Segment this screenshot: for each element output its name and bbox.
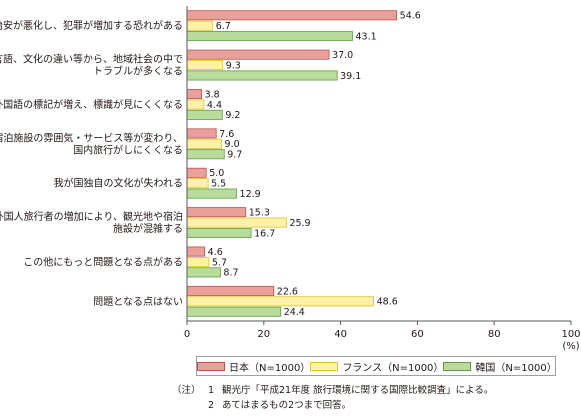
bar-value-label: 9.7 [227, 150, 242, 161]
bar-value-label: 48.6 [377, 297, 398, 308]
bar-value-label: 22.6 [277, 286, 298, 297]
bar-value-label: 5.0 [209, 168, 224, 179]
category-label: 外国人旅行者の増加により、観光地や宿泊 [0, 210, 183, 223]
legend-swatch-korea [443, 361, 472, 371]
bar-value-label: 54.6 [400, 11, 421, 22]
legend-label-japan: 日本（N=1000） [229, 362, 311, 374]
category-label: この他にもっと問題となる点がある [23, 255, 183, 268]
bar [186, 306, 282, 317]
bar [186, 227, 252, 238]
category-label: トラブルが多くなる [93, 65, 183, 78]
bar-value-label: 37.0 [332, 50, 353, 61]
bar [186, 267, 221, 278]
legend-item-japan: 日本（N=1000） [197, 359, 310, 374]
category-label: 問題となる点はない [93, 296, 183, 308]
bar-value-label: 4.4 [207, 100, 222, 111]
bar [186, 285, 275, 296]
bar [186, 70, 338, 81]
bar-value-label: 9.0 [225, 139, 240, 150]
category-label: 国内旅行がしにくくなる [73, 143, 183, 156]
footnote-text: あてはまるもの2つまで回答。 [222, 400, 352, 411]
footnote-text: 観光庁「平成21年度 旅行環境に関する国際比較調査」による。 [222, 385, 494, 396]
x-tick-label: 100 [561, 329, 580, 340]
bar-value-label: 39.1 [340, 71, 361, 82]
footnote-number: 1 [208, 385, 215, 396]
bar [186, 60, 224, 71]
footnote-2: 2 あてはまるもの2つまで回答。 [172, 398, 493, 413]
bar [186, 207, 247, 218]
bar-value-label: 24.4 [284, 307, 305, 318]
x-axis-unit: (%) [562, 341, 579, 352]
bar [186, 167, 207, 178]
bar [186, 128, 217, 139]
bar [186, 109, 223, 120]
bar-value-label: 16.7 [254, 228, 275, 239]
category-label: 我が国独自の文化が失われる [54, 177, 184, 190]
footnotes: （注） 1 観光庁「平成21年度 旅行環境に関する国際比較調査」による。 2 あ… [172, 383, 493, 413]
x-tick-label: 40 [334, 329, 347, 340]
bar [186, 49, 330, 60]
x-tick-label: 80 [488, 329, 501, 340]
category-label: 宿泊施設の雰囲気・サービス等が変わり、 [0, 131, 183, 144]
legend-swatch-japan [197, 361, 225, 371]
bar-value-label: 9.2 [225, 110, 240, 121]
bar-value-label: 5.5 [211, 179, 226, 190]
footnote-head: （注） [172, 385, 201, 396]
legend-swatch-france [310, 361, 339, 371]
bar [186, 138, 222, 149]
bar-value-label: 15.3 [249, 208, 270, 219]
bar [186, 256, 210, 267]
bar [186, 217, 287, 228]
bar [186, 10, 398, 21]
x-tick-label: 0 [184, 329, 190, 340]
footnote-number: 2 [208, 400, 215, 411]
bar-value-label: 9.3 [226, 60, 241, 71]
bar-value-label: 5.7 [212, 257, 227, 268]
bar-value-label: 12.9 [240, 189, 261, 200]
category-label: 言語、文化の違い等から、地域社会の中で [0, 53, 183, 66]
footnote-1: （注） 1 観光庁「平成21年度 旅行環境に関する国際比較調査」による。 [172, 383, 493, 398]
bar-value-label: 3.8 [205, 89, 220, 100]
bar-value-label: 4.6 [208, 247, 223, 258]
legend-item-france: フランス（N=1000） [310, 359, 443, 374]
bar-value-label: 8.7 [223, 268, 238, 279]
x-tick-label: 60 [411, 329, 424, 340]
bar [186, 89, 202, 100]
bar [186, 99, 205, 110]
bar-value-label: 7.6 [219, 129, 234, 140]
bar-value-label: 25.9 [289, 218, 310, 229]
x-tick-label: 20 [257, 329, 270, 340]
bar [186, 20, 214, 31]
bar [186, 246, 206, 257]
bar [186, 149, 225, 160]
legend-label-france: フランス（N=1000） [342, 362, 444, 374]
bar-value-label: 6.7 [216, 21, 231, 32]
bar [186, 188, 237, 199]
category-label: 施設が混雑する [113, 222, 183, 235]
category-label: 外国語の標記が増え、標識が見にくくなる [0, 98, 183, 111]
bar-value-label: 43.1 [356, 31, 377, 42]
footnote-spacer [172, 398, 208, 413]
legend: 日本（N=1000） フランス（N=1000） 韓国（N=1000） [196, 356, 557, 376]
legend-item-korea: 韓国（N=1000） [443, 359, 557, 374]
category-label: 治安が悪化し、犯罪が増加する恐れがある [0, 19, 183, 32]
bar [186, 178, 209, 189]
bar [186, 296, 375, 307]
legend-label-korea: 韓国（N=1000） [475, 362, 557, 374]
bar [186, 31, 353, 42]
